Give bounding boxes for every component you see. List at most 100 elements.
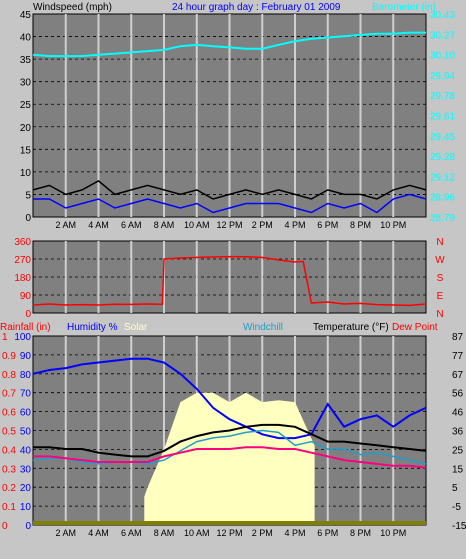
compass-y-tick-label: N	[436, 309, 443, 320]
wind-direction-line	[32, 255, 427, 307]
wind-y-tick-label: 40	[20, 33, 32, 44]
barometer-y-tick-label: 29.12	[430, 172, 455, 183]
barometer-y-tick-label: 30.10	[430, 51, 455, 62]
rainfall-y-tick-label: 0	[2, 521, 8, 532]
temperature-x-tick-label: 8 AM	[154, 528, 175, 538]
rainfall-bar	[33, 521, 426, 525]
direction-y-tick-label: 0	[25, 309, 31, 320]
wind-y-tick-label: 15	[20, 145, 32, 156]
temperature-y-tick-label: 87	[452, 332, 464, 343]
humidity-y-tick-label: 20	[20, 483, 32, 494]
wind-y-tick-label: 20	[20, 123, 32, 134]
wind-x-tick-label: 4 PM	[284, 220, 305, 230]
humidity-line	[32, 357, 427, 440]
wind-x-ticks: 2 AM 4 AM 6 AM 8 AM 10 AM 12 PM 2 PM 4 PM 6 PM 8 …	[55, 220, 406, 230]
direction-series	[32, 255, 427, 307]
humidity-y-tick-label: 90	[20, 351, 32, 362]
temperature-x-ticks: 2 AM 4 AM 6 AM 8 AM 10 AM 12 PM 2 PM 4 PM 6 PM 8 …	[55, 528, 406, 538]
humidity-y-tick-label: 10	[20, 502, 32, 513]
wind-y-tick-label: 0	[25, 213, 31, 224]
temperature-y-tick-label: 56	[452, 389, 464, 400]
wind-y-ticks: 45 40 35 30 25 20 15 10 5 0	[20, 10, 32, 224]
direction-y-ticks: 360 270 180 90 0	[14, 237, 31, 320]
temperature-y-tick-label: 67	[452, 370, 464, 381]
barometer-line	[32, 31, 426, 58]
direction-y-tick-label: 180	[14, 273, 31, 284]
humidity-y-tick-label: 30	[20, 464, 32, 475]
temperature-y-tick-label: 15	[452, 464, 464, 475]
wind-x-tick-label: 6 PM	[317, 220, 338, 230]
humidity-y-tick-label: 70	[20, 389, 32, 400]
wind-x-tick-label: 2 AM	[55, 220, 76, 230]
direction-y-tick-label: 90	[20, 291, 32, 302]
temperature-y-tick-label: 77	[452, 351, 464, 362]
rainfall-y-tick-label: 1	[2, 332, 8, 343]
wind-y-tick-label: 35	[20, 55, 32, 66]
wind-x-tick-label: 4 AM	[88, 220, 109, 230]
legend-humidity: Humidity %	[67, 322, 118, 333]
wind-x-tick-label: 2 PM	[252, 220, 273, 230]
humidity-y-tick-label: 60	[20, 408, 32, 419]
direction-grid	[33, 241, 426, 313]
humidity-y-tick-label: 40	[20, 445, 32, 456]
compass-y-tick-label: N	[436, 237, 443, 248]
temperature-line	[33, 423, 427, 458]
temperature-x-tick-label: 12 PM	[216, 528, 242, 538]
legend-temperature: Temperature (°F)	[313, 322, 389, 333]
wind-x-tick-label: 6 AM	[121, 220, 142, 230]
humidity-y-tick-label: 0	[25, 521, 31, 532]
rainfall-y-tick-label: 0.4	[2, 445, 16, 456]
temperature-y-tick-label: 36	[452, 427, 464, 438]
temperature-x-tick-label: 10 PM	[380, 528, 406, 538]
barometer-y-tick-label: 30.27	[430, 30, 455, 41]
rainfall-y-tick-label: 0.2	[2, 483, 16, 494]
dewpoint-line	[33, 446, 427, 469]
barometer-y-tick-label: 29.28	[430, 152, 455, 163]
wind-speed-line	[33, 193, 427, 214]
wind-gust-line	[32, 179, 427, 200]
compass-y-tick-label: S	[437, 273, 444, 284]
temperature-panel: Rainfall (in) Humidity % Solar Windchill…	[0, 322, 466, 538]
rainfall-y-tick-label: 0.9	[2, 351, 16, 362]
barometer-y-tick-label: 30.43	[430, 10, 455, 21]
temperature-x-tick-label: 4 PM	[284, 528, 305, 538]
compass-y-tick-label: E	[437, 291, 444, 302]
humidity-y-tick-label: 100	[14, 332, 31, 343]
wind-x-tick-label: 12 PM	[216, 220, 242, 230]
rainfall-band	[33, 521, 426, 525]
wind-panel: Windspeed (mph) 24 hour graph day : Febr…	[20, 2, 456, 230]
humidity-y-tick-label: 80	[20, 370, 32, 381]
barometer-y-ticks: 30.43 30.27 30.10 29.94 29.78 29.61 29.45 29.28…	[430, 10, 455, 224]
wind-series	[32, 31, 427, 214]
barometer-y-tick-label: 28.79	[430, 213, 455, 224]
legend-dewpoint: Dew Point	[392, 322, 438, 333]
rainfall-y-tick-label: 0.8	[2, 370, 16, 381]
wind-y-tick-label: 30	[20, 78, 32, 89]
barometer-y-tick-label: 29.61	[430, 112, 455, 123]
temperature-y-tick-label: 46	[452, 408, 464, 419]
rainfall-y-ticks: 1 0.9 0.8 0.7 0.6 0.5 0.4 0.3 0.2 0.1 0	[2, 332, 16, 532]
temperature-x-tick-label: 6 PM	[317, 528, 338, 538]
legend-solar: Solar	[124, 322, 148, 333]
temperature-y-tick-label: 25	[452, 445, 464, 456]
temperature-x-tick-label: 6 AM	[121, 528, 142, 538]
temperature-y-tick-label: -5	[452, 502, 461, 513]
wind-y-title: Windspeed (mph)	[33, 2, 112, 13]
barometer-y-tick-label: 29.78	[430, 91, 455, 102]
direction-y-tick-label: 360	[14, 237, 31, 248]
temperature-y-ticks: 87 77 67 56 46 36 25 15 5 -5 -15	[452, 332, 466, 532]
direction-y-tick-label: 270	[14, 255, 31, 266]
temperature-x-tick-label: 2 PM	[252, 528, 273, 538]
wind-y-tick-label: 5	[25, 190, 31, 201]
compass-y-tick-label: W	[435, 255, 445, 266]
temperature-y-tick-label: -15	[452, 521, 466, 532]
temperature-x-tick-label: 10 AM	[184, 528, 210, 538]
temperature-x-tick-label: 2 AM	[55, 528, 76, 538]
barometer-y-tick-label: 29.94	[430, 71, 455, 82]
wind-y-tick-label: 10	[20, 168, 32, 179]
wind-x-tick-label: 10 PM	[380, 220, 406, 230]
